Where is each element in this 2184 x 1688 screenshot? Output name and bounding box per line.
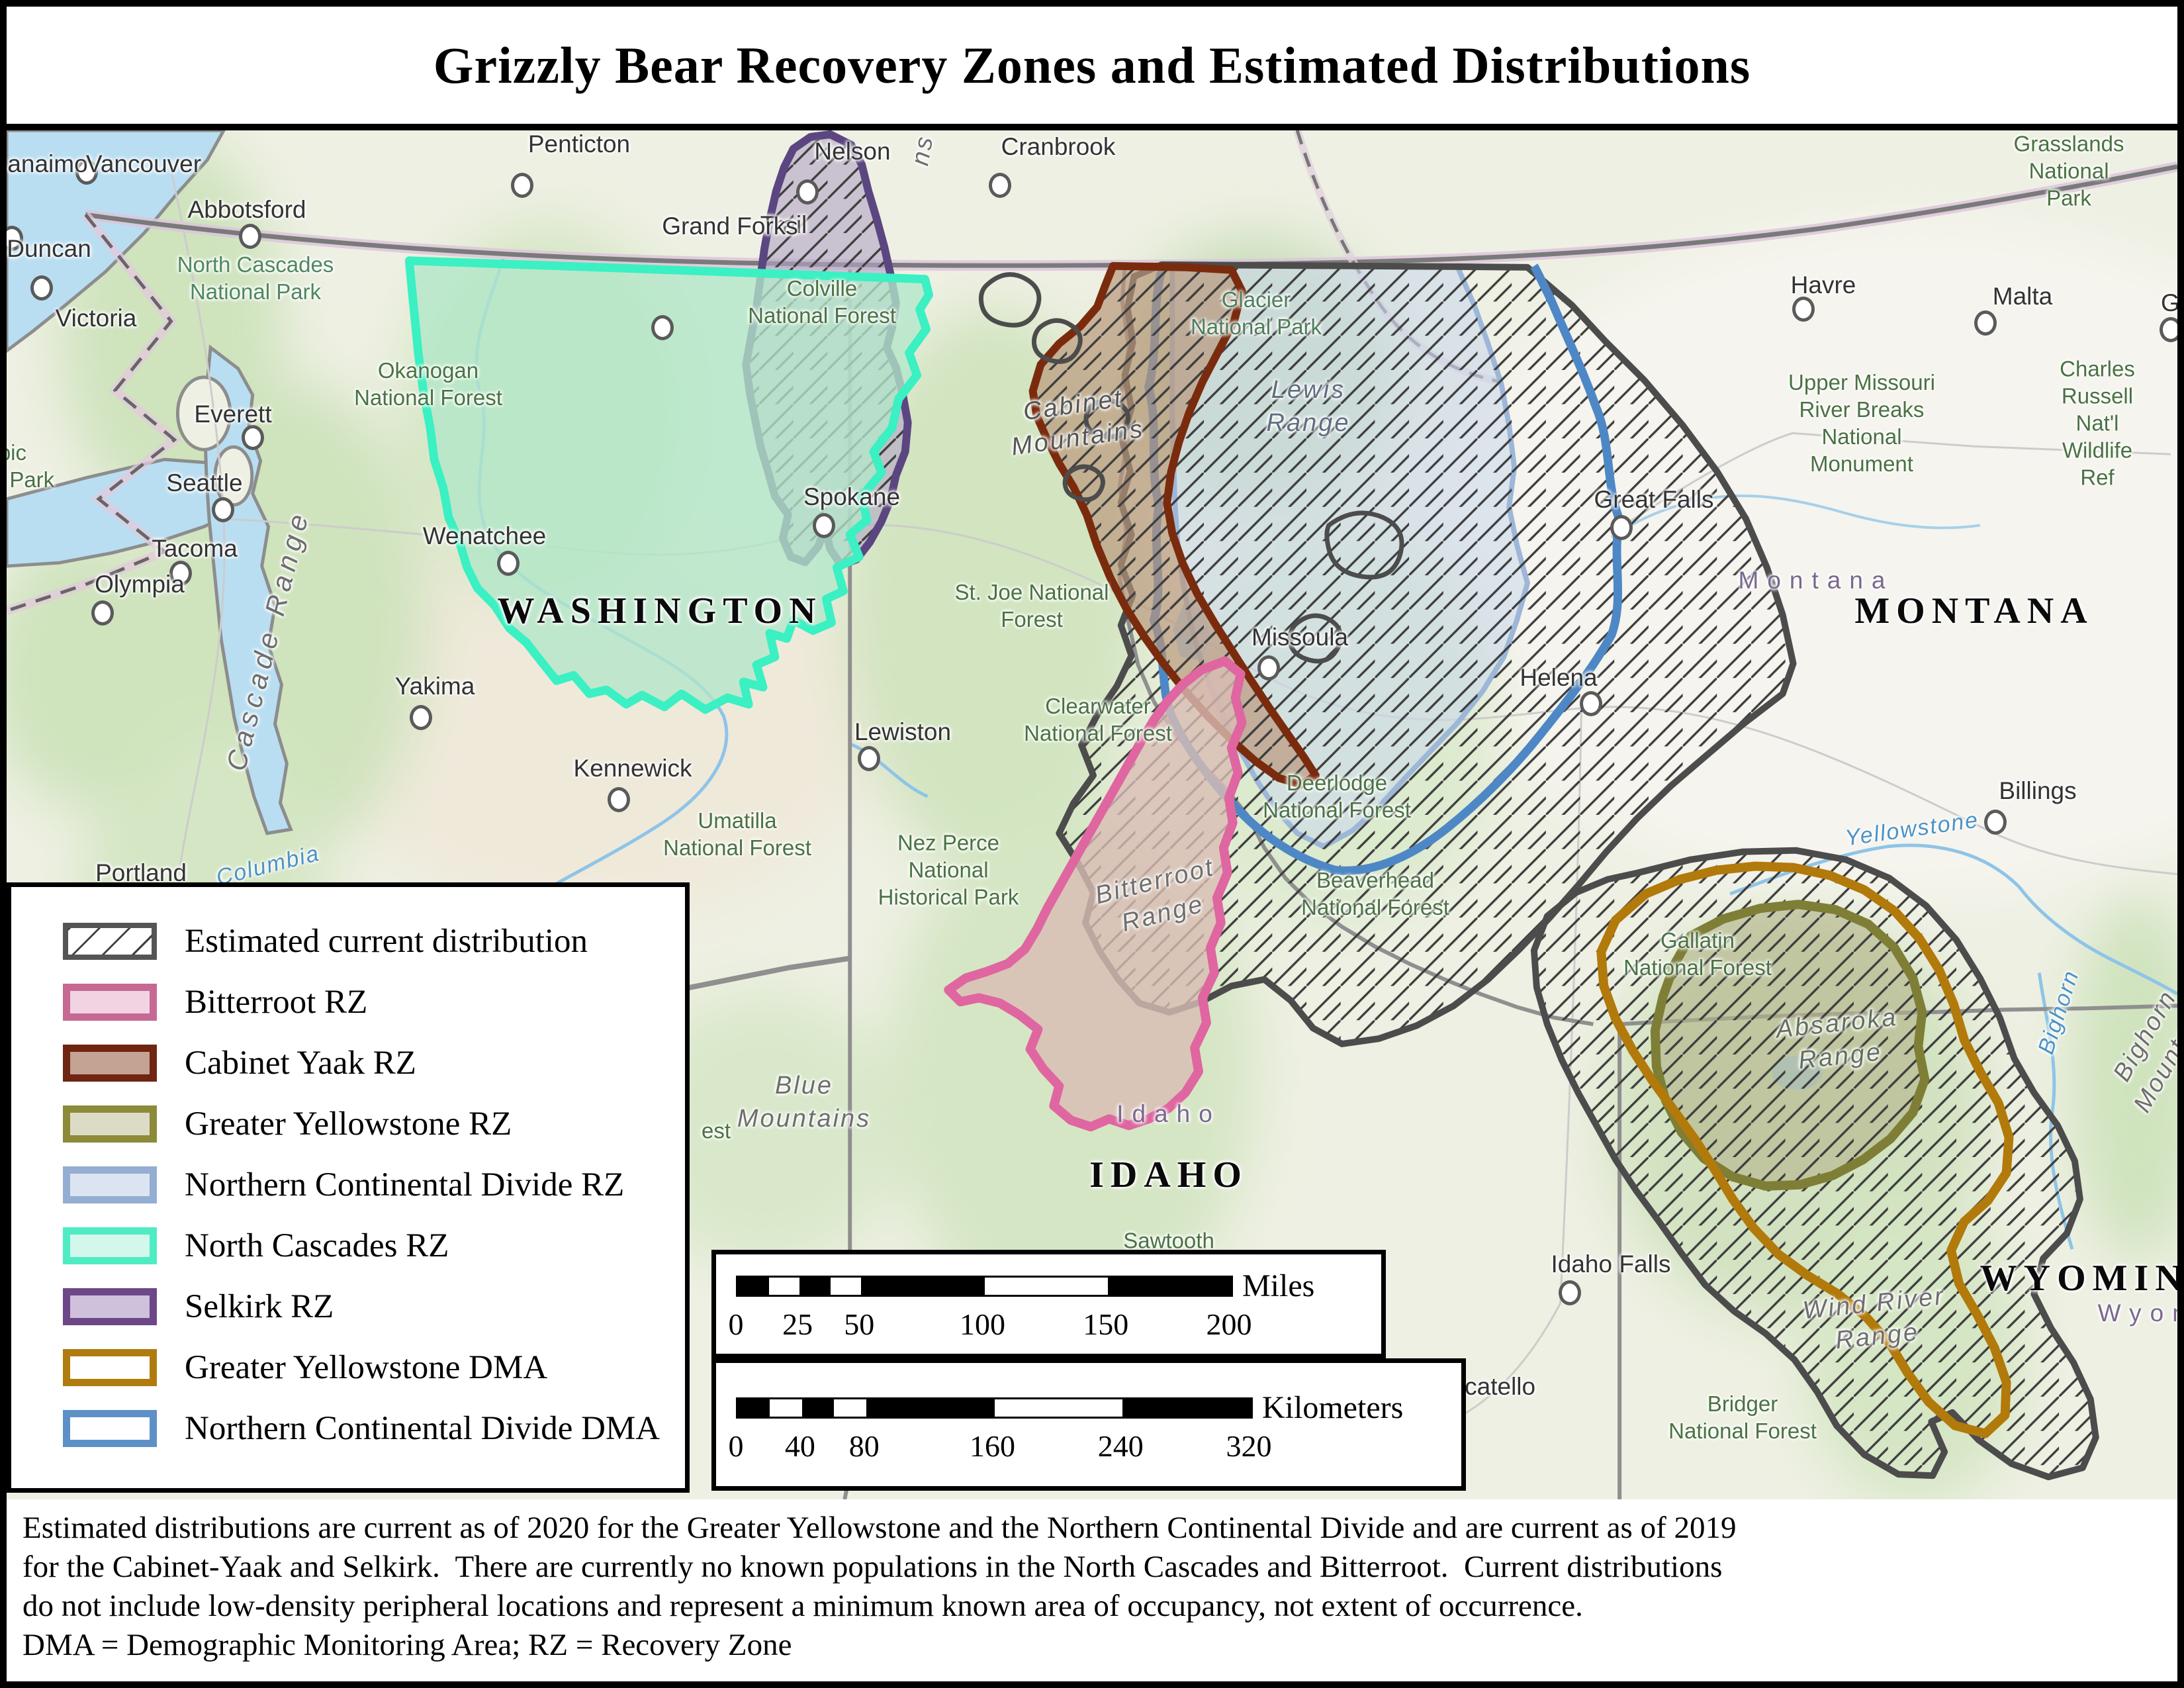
city-marker — [796, 179, 819, 205]
legend-label: Northern Continental Divide DMA — [185, 1410, 660, 1447]
scalebar-kilometers: Kilometers 0 40 80 160 240 320 — [711, 1358, 1466, 1491]
selkirk-swatch-icon — [63, 1288, 157, 1325]
city-marker — [410, 705, 432, 730]
city-marker — [651, 315, 674, 340]
city-marker — [30, 275, 53, 301]
legend-label: Greater Yellowstone DMA — [185, 1349, 548, 1386]
legend-label: Estimated current distribution — [185, 923, 588, 960]
legend-label: Selkirk RZ — [185, 1288, 334, 1325]
city-marker — [1580, 691, 1602, 716]
city-marker — [1610, 515, 1633, 540]
legend-label: North Cascades RZ — [185, 1227, 449, 1264]
city-marker — [239, 224, 261, 249]
north-cascades-swatch-icon — [63, 1227, 157, 1264]
miles-unit-label: Miles — [1242, 1268, 1315, 1303]
legend-item-cabinet-yaak-rz: Cabinet Yaak RZ — [63, 1033, 685, 1094]
legend-label: Greater Yellowstone RZ — [185, 1105, 512, 1143]
city-marker — [608, 787, 630, 812]
legend-item-bitterroot-rz: Bitterroot RZ — [63, 972, 685, 1033]
city-marker — [1974, 310, 1997, 336]
kilometers-ticks: 0 40 80 160 240 320 — [728, 1429, 1272, 1463]
city-marker — [1984, 810, 2007, 835]
ncd-dma-swatch-icon — [63, 1410, 157, 1447]
city-marker — [242, 425, 264, 450]
city-marker — [497, 551, 520, 576]
city-marker — [91, 600, 114, 626]
legend-item-distribution: Estimated current distribution — [63, 911, 685, 972]
map-artwork — [7, 130, 2177, 1499]
legend-item-ncd-rz: Northern Continental Divide RZ — [63, 1154, 685, 1215]
legend-label: Cabinet Yaak RZ — [185, 1045, 416, 1082]
legend-item-greater-yellowstone-dma: Greater Yellowstone DMA — [63, 1337, 685, 1398]
legend-label: Bitterroot RZ — [185, 984, 368, 1021]
cabinet-yaak-rz-polygon — [1028, 261, 1320, 789]
city-marker — [511, 173, 533, 198]
miles-bar — [736, 1275, 1233, 1297]
gye-dma-line — [1596, 861, 2014, 1438]
city-marker — [1559, 1280, 1581, 1305]
map-canvas: anaimo Vancouver Abbotsford Duncan Victo… — [7, 130, 2177, 1499]
legend-item-ncd-dma: Northern Continental Divide DMA — [63, 1398, 685, 1459]
ncd-rz-swatch-icon — [63, 1166, 157, 1203]
scalebar-miles: Miles 0 25 50 100 150 200 — [711, 1250, 1386, 1358]
gye-rz-outline — [1650, 900, 1930, 1191]
legend-item-north-cascades-rz: North Cascades RZ — [63, 1215, 685, 1276]
caption-line-2: for the Cabinet-Yaak and Selkirk. There … — [23, 1550, 1723, 1584]
city-marker — [1257, 655, 1280, 680]
caption-block: Estimated distributions are current as o… — [7, 1499, 2177, 1681]
hatch-swatch-icon — [63, 923, 157, 960]
city-marker — [858, 746, 880, 771]
miles-ticks: 0 25 50 100 150 200 — [728, 1307, 1252, 1341]
caption-line-4: DMA = Demographic Monitoring Area; RZ = … — [23, 1628, 792, 1662]
kilometers-unit-label: Kilometers — [1262, 1390, 1404, 1425]
legend-label: Northern Continental Divide RZ — [185, 1166, 625, 1203]
city-marker — [2160, 317, 2177, 342]
page-title: Grizzly Bear Recovery Zones and Estimate… — [433, 36, 1751, 94]
city-marker — [7, 226, 23, 251]
kilometers-bar — [736, 1397, 1253, 1419]
city-marker — [212, 497, 234, 522]
city-marker — [989, 173, 1011, 198]
greater-yellowstone-swatch-icon — [63, 1105, 157, 1143]
caption-line-3: do not include low-density peripheral lo… — [23, 1589, 1583, 1623]
legend-item-selkirk-rz: Selkirk RZ — [63, 1276, 685, 1337]
city-marker — [169, 561, 192, 586]
title-bar: Grizzly Bear Recovery Zones and Estimate… — [7, 7, 2177, 130]
north-cascades-rz-polygon — [404, 256, 933, 714]
cabinet-yaak-swatch-icon — [63, 1045, 157, 1082]
bitterroot-swatch-icon — [63, 984, 157, 1021]
caption-line-1: Estimated distributions are current as o… — [23, 1511, 1737, 1545]
city-marker — [813, 513, 835, 538]
gy-dma-swatch-icon — [63, 1349, 157, 1386]
city-marker — [75, 160, 98, 185]
bitterroot-rz-polygon — [944, 656, 1247, 1132]
legend-item-greater-yellowstone-rz: Greater Yellowstone RZ — [63, 1094, 685, 1154]
city-marker — [1792, 297, 1815, 322]
legend: Estimated current distribution Bitterroo… — [7, 882, 690, 1493]
distribution-fragments — [978, 272, 1404, 664]
